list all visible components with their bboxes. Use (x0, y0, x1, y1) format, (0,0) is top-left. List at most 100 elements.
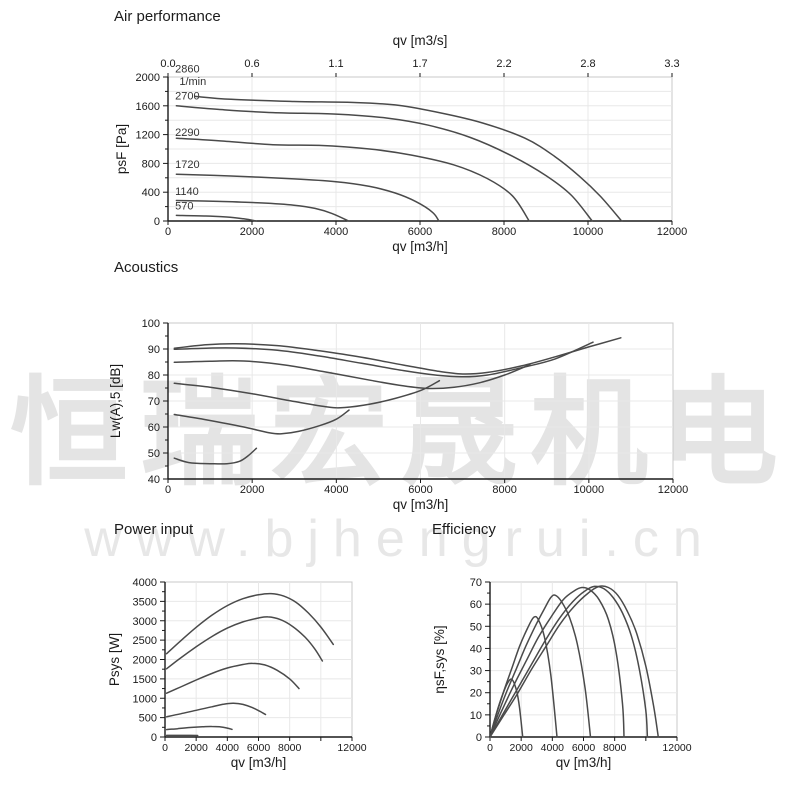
efficiency-chart: 0 2000 4000 6000 8000 12000 0 10 20 30 40 50 60 70 qv … (432, 577, 692, 770)
y-tick-label: 20 (470, 688, 482, 700)
x-tick-label: 6000 (408, 226, 432, 238)
air-performance-chart: 0 2000 4000 6000 8000 10000 12000 0 400 800 1200 16… (114, 33, 688, 254)
curve-2860-rpm (173, 337, 622, 375)
curve-1720-rpm (165, 702, 267, 718)
x-top-tick-label: 2.8 (580, 58, 595, 70)
series-group (490, 585, 660, 738)
gridlines (168, 77, 672, 221)
x-tick-label: 10000 (574, 484, 605, 496)
y-tick-label: 0 (151, 732, 157, 744)
curve-rpm-label: 1/min (179, 76, 206, 88)
x-tick-label: 4000 (324, 226, 348, 238)
curve-2290-rpm (173, 359, 531, 390)
y-tick-label: 2500 (133, 635, 157, 647)
y-tick-label: 50 (470, 621, 482, 633)
x-tick-label: 6000 (247, 742, 271, 754)
y-tick-label: 60 (148, 422, 160, 434)
curve-2700-rpm (173, 341, 594, 378)
y-axis-title: ηsF,sys [%] (432, 625, 447, 693)
x-axis-title: qv [m3/h] (231, 755, 287, 770)
x-tick-label: 12000 (337, 742, 366, 754)
x-tick-label: 2000 (184, 742, 208, 754)
section-title-acoustics: Acoustics (114, 259, 179, 276)
ticks (163, 73, 673, 225)
y-tick-label: 4000 (133, 577, 157, 589)
y-tick-label: 70 (148, 396, 160, 408)
y-tick-label: 30 (470, 666, 482, 678)
x-tick-label: 2000 (240, 484, 264, 496)
x-top-tick-label: 0.6 (244, 58, 259, 70)
x-tick-label: 0 (162, 742, 168, 754)
curve-rpm-label: 2290 (175, 127, 199, 139)
y-tick-label: 0 (476, 732, 482, 744)
y-axis-title: Psys [W] (107, 633, 122, 686)
x-top-tick-label: 1.1 (328, 58, 343, 70)
series-group (165, 592, 335, 737)
y-axis-title: Lw(A),5 [dB] (108, 364, 123, 438)
ticks (163, 322, 674, 483)
curve-rpm-label: 2700 (175, 90, 199, 102)
curve-1140-rpm (165, 725, 233, 731)
curve-1140-rpm (173, 409, 350, 435)
x-tick-label: 0 (165, 484, 171, 496)
curve-570-rpm (173, 447, 258, 465)
curve-rpm-label: 2860 (175, 63, 199, 75)
x-tick-label: 4000 (541, 742, 565, 754)
y-tick-label: 0 (154, 216, 160, 228)
y-tick-label: 800 (142, 158, 160, 170)
y-tick-label: 90 (148, 344, 160, 356)
section-title-air-performance: Air performance (114, 8, 221, 25)
curve-2700-rpm (490, 585, 649, 738)
x-tick-label: 4000 (324, 484, 348, 496)
x-top-tick-label: 1.7 (412, 58, 427, 70)
curve-1720-rpm (175, 173, 440, 222)
y-tick-label: 40 (470, 643, 482, 655)
y-tick-label: 50 (148, 448, 160, 460)
ticks (160, 581, 353, 741)
series-group (175, 95, 623, 222)
power-input-chart: 0 2000 4000 6000 8000 12000 0 500 1000 1500 2000 25… (107, 577, 367, 770)
y-tick-label: 2000 (133, 655, 157, 667)
x-top-tick-label: 3.3 (664, 58, 679, 70)
x-axis-title: qv [m3/h] (556, 755, 612, 770)
y-tick-label: 1600 (136, 101, 160, 113)
acoustics-chart: 0 2000 4000 6000 8000 10000 12000 40 50 60 70 80 90 1… (108, 318, 689, 512)
x-tick-label: 8000 (278, 742, 302, 754)
curve-2860-rpm (490, 585, 660, 738)
x-tick-label: 2000 (240, 226, 264, 238)
curve-2700-rpm (165, 616, 324, 670)
y-tick-label: 10 (470, 710, 482, 722)
y-tick-label: 1200 (136, 130, 160, 142)
curve-2290-rpm (165, 662, 300, 694)
y-tick-label: 80 (148, 370, 160, 382)
y-tick-label: 70 (470, 577, 482, 589)
x-tick-label: 8000 (492, 484, 516, 496)
y-tick-label: 3000 (133, 616, 157, 628)
x-tick-label: 2000 (509, 742, 533, 754)
curve-rpm-label: 1720 (175, 159, 199, 171)
curve-570-rpm (175, 214, 257, 222)
curve-1720-rpm (173, 379, 441, 409)
gridlines (165, 582, 352, 737)
y-axis-title: psF [Pa] (114, 124, 129, 174)
curve-1720-rpm (490, 594, 592, 738)
x-tick-label: 12000 (657, 226, 688, 238)
x-tick-label: 6000 (408, 484, 432, 496)
curve-rpm-label: 1140 (175, 186, 199, 198)
ticks (485, 581, 678, 741)
x-tick-label: 0 (165, 226, 171, 238)
y-tick-label: 2000 (136, 72, 160, 84)
x-tick-label: 12000 (658, 484, 689, 496)
gridlines (490, 582, 677, 737)
curve-2860-rpm (194, 95, 623, 222)
curve-2700-rpm (175, 105, 593, 222)
gridlines (168, 323, 673, 479)
x-top-axis-title: qv [m3/s] (393, 33, 448, 48)
y-tick-label: 500 (139, 713, 157, 725)
x-tick-label: 10000 (573, 226, 604, 238)
y-tick-label: 400 (142, 187, 160, 199)
curve-1140-rpm (175, 199, 350, 222)
x-tick-label: 4000 (216, 742, 240, 754)
y-tick-label: 1500 (133, 674, 157, 686)
x-top-tick-label: 2.2 (496, 58, 511, 70)
